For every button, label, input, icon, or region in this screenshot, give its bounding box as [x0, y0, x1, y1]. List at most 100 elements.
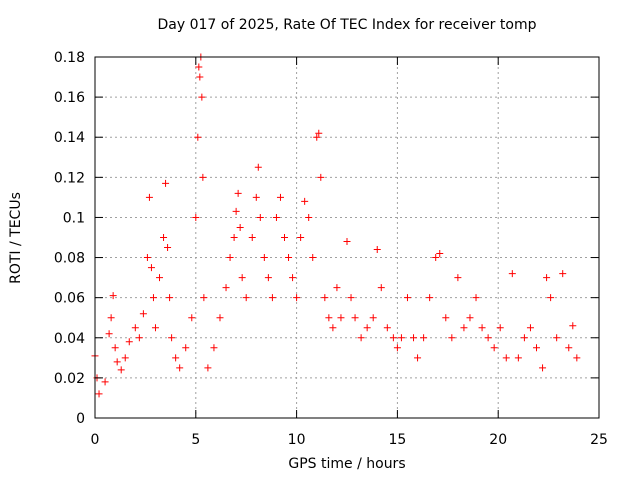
data-point — [151, 324, 159, 332]
data-point — [317, 173, 325, 181]
data-point — [260, 254, 268, 262]
x-tick-label: 20 — [489, 432, 507, 448]
y-tick-label: 0.08 — [54, 251, 85, 267]
data-point — [289, 274, 297, 282]
data-point — [145, 193, 153, 201]
data-point — [514, 354, 522, 362]
data-point — [216, 314, 224, 322]
data-point — [478, 324, 486, 332]
data-point — [313, 133, 321, 141]
data-point — [496, 324, 504, 332]
data-point — [285, 254, 293, 262]
grid-lines — [95, 57, 599, 418]
data-point — [111, 344, 119, 352]
x-axis-label: GPS time / hours — [288, 456, 406, 472]
axis-ticks: 0 0.02 0.04 0.06 0.08 0.1 0.12 0.14 0.16 0.18 0 5 10… — [54, 50, 608, 448]
data-point — [160, 234, 168, 241]
data-point — [281, 234, 289, 241]
data-point — [232, 207, 240, 215]
data-points — [91, 53, 581, 398]
data-point — [460, 324, 468, 332]
data-point — [168, 334, 176, 342]
y-tick-label: 0.02 — [54, 371, 85, 387]
data-point — [420, 334, 428, 342]
data-point — [301, 197, 309, 205]
data-point — [109, 292, 117, 300]
data-point — [164, 244, 172, 252]
data-point — [347, 294, 355, 302]
data-point — [210, 344, 218, 352]
data-point — [520, 334, 528, 342]
data-point — [383, 324, 391, 332]
y-tick-label: 0.18 — [54, 50, 85, 66]
data-point — [248, 234, 256, 241]
data-point — [105, 330, 113, 338]
data-point — [397, 334, 405, 342]
data-point — [135, 334, 143, 342]
data-point — [373, 246, 381, 254]
data-point — [156, 274, 164, 282]
data-point — [166, 294, 174, 302]
data-point — [236, 223, 244, 231]
chart-title: Day 017 of 2025, Rate Of TEC Index for r… — [157, 17, 537, 33]
x-tick-label: 15 — [388, 432, 406, 448]
x-tick-label: 10 — [288, 432, 306, 448]
data-point — [543, 274, 551, 282]
data-point — [426, 294, 434, 302]
data-point — [403, 294, 411, 302]
y-tick-label: 0 — [76, 411, 85, 427]
data-point — [204, 364, 212, 372]
data-point — [121, 354, 129, 362]
data-point — [573, 354, 581, 362]
y-tick-label: 0.04 — [54, 331, 85, 347]
y-tick-label: 0.14 — [54, 130, 85, 146]
data-point — [321, 294, 329, 302]
data-point — [559, 270, 567, 278]
plot-frame — [94, 56, 600, 419]
data-point — [472, 294, 480, 302]
data-point — [176, 364, 184, 372]
data-point — [466, 314, 474, 322]
data-point — [410, 334, 418, 342]
data-point — [198, 93, 206, 101]
data-point — [547, 294, 555, 302]
data-point — [162, 179, 170, 187]
data-point — [254, 163, 262, 171]
data-point — [393, 344, 401, 352]
data-point — [414, 354, 422, 362]
data-point — [337, 314, 345, 322]
data-point — [222, 284, 230, 292]
data-point — [442, 314, 450, 322]
data-point — [200, 294, 208, 302]
data-point — [305, 213, 313, 221]
data-point — [315, 129, 323, 137]
data-point — [117, 366, 125, 374]
data-point — [484, 334, 492, 342]
data-point — [526, 324, 534, 332]
data-point — [389, 334, 397, 342]
data-point — [448, 334, 456, 342]
data-point — [188, 314, 196, 322]
y-tick-label: 0.06 — [54, 291, 85, 307]
data-point — [297, 234, 305, 241]
data-point — [268, 294, 276, 302]
data-point — [369, 314, 377, 322]
data-point — [432, 254, 440, 262]
data-point — [508, 270, 516, 278]
data-point — [565, 344, 573, 352]
data-point — [502, 354, 510, 362]
data-point — [436, 250, 444, 258]
data-point — [252, 193, 260, 201]
data-point — [113, 358, 121, 366]
data-point — [192, 213, 200, 221]
data-point — [539, 364, 547, 372]
data-point — [293, 294, 301, 302]
data-point — [377, 284, 385, 292]
data-point — [149, 294, 157, 302]
data-point — [182, 344, 190, 352]
data-point — [325, 314, 333, 322]
data-point — [194, 133, 202, 141]
data-point — [343, 238, 351, 246]
y-axis-label: ROTI / TECUs — [8, 192, 24, 284]
